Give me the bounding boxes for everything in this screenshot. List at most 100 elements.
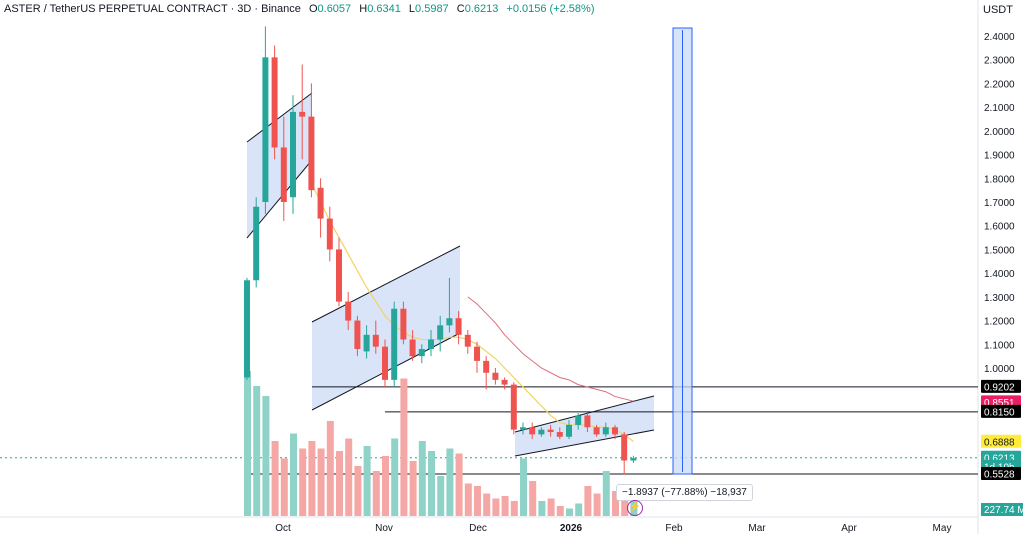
volume-bar	[483, 493, 491, 516]
volume-bar	[372, 471, 380, 516]
candle-body	[418, 349, 425, 357]
candle-body	[621, 434, 628, 461]
candle-body	[253, 206, 260, 281]
x-tick-label: Nov	[375, 523, 393, 534]
candle-body	[409, 339, 416, 357]
candle-body	[538, 429, 545, 435]
price-tag-bg	[981, 404, 1021, 418]
volume-bar	[492, 498, 500, 516]
price-tag: 0.9202	[981, 379, 1021, 393]
ma-fast-line	[310, 182, 634, 442]
candle-body	[630, 458, 637, 461]
price-tag: 0.8150	[981, 404, 1021, 418]
candle-body	[547, 429, 554, 433]
close-label: C	[456, 3, 465, 15]
y-tick-label: 1.7000	[984, 198, 1015, 209]
y-tick-label: 2.3000	[984, 56, 1015, 67]
volume-bar	[455, 453, 463, 516]
candle-body	[280, 147, 287, 203]
price-tag-text: 0.9202	[984, 382, 1015, 393]
candle-body	[474, 346, 480, 361]
y-tick-label: 1.6000	[984, 222, 1015, 233]
price-tag-bg	[981, 379, 1021, 393]
low-label: L	[408, 3, 416, 15]
candle-body	[492, 372, 499, 380]
close-value: 0.6213	[464, 3, 499, 15]
candle-body	[363, 334, 370, 352]
channel-upper-line	[311, 245, 461, 323]
price-unit-label[interactable]: USDT	[983, 4, 1013, 16]
high-value: 0.6341	[367, 3, 401, 15]
candle-body	[437, 325, 444, 340]
x-tick-label: May	[933, 523, 952, 534]
volume-bar	[464, 483, 472, 516]
x-tick-label: Mar	[748, 523, 766, 534]
measure-label: −1.8937 (−77.88%) −18,937	[616, 484, 753, 501]
candle-body	[566, 424, 572, 437]
candle-body	[336, 249, 342, 302]
volume-bar	[547, 498, 555, 516]
y-tick-label: 2.4000	[984, 32, 1015, 43]
y-tick-label: 1.1000	[984, 340, 1015, 351]
volume-bar	[621, 496, 629, 516]
candle-body	[326, 218, 333, 250]
y-tick-label: 1.9000	[984, 151, 1015, 162]
volume-bar	[602, 471, 610, 516]
volume-bar	[299, 448, 307, 516]
candle-body	[271, 57, 278, 148]
x-tick-label: Dec	[469, 523, 487, 534]
price-tag-text: 0.6213	[984, 453, 1015, 464]
volume-bar	[345, 438, 353, 516]
x-tick-label: Oct	[275, 523, 291, 534]
low-value: 0.5987	[415, 3, 449, 15]
y-tick-label: 2.1000	[984, 103, 1015, 114]
y-tick-label: 2.2000	[984, 79, 1015, 90]
volume-bar	[308, 441, 316, 516]
y-tick-label: 1.4000	[984, 269, 1015, 280]
volume-tag-bg	[981, 503, 1023, 516]
candle-body	[428, 339, 434, 350]
candle-body	[529, 427, 536, 435]
ma-slow-line	[467, 296, 634, 402]
volume-bar	[474, 486, 481, 516]
open-value: 0.6057	[317, 3, 352, 15]
volume-bar	[428, 451, 435, 516]
candle-body	[391, 308, 398, 380]
symbol-title: ASTER / TetherUS PERPETUAL CONTRACT · 3D…	[4, 3, 301, 15]
volume-bar	[280, 458, 288, 516]
volume-bar	[437, 476, 445, 516]
candle-body	[317, 187, 324, 219]
candle-body	[446, 318, 453, 326]
y-tick-label: 2.0000	[984, 127, 1015, 138]
y-tick-label: 1.3000	[984, 293, 1015, 304]
volume-bar	[317, 448, 325, 516]
candle-body	[455, 318, 462, 335]
volume-bar	[593, 493, 601, 516]
candle-body	[262, 57, 269, 203]
chart-header: ASTER / TetherUS PERPETUAL CONTRACT · 3D…	[4, 3, 595, 15]
volume-bar	[391, 438, 399, 516]
channel-lower-line	[514, 429, 655, 457]
volume-bar	[290, 433, 297, 516]
candle-body	[464, 334, 471, 347]
high-label: H	[359, 3, 368, 15]
x-tick-label: 2026	[560, 523, 583, 534]
candle-body	[575, 415, 582, 425]
volume-bar	[446, 448, 454, 516]
y-tick-label: 1.2000	[984, 317, 1015, 328]
candle-body	[372, 334, 379, 347]
volume-bar	[520, 458, 527, 516]
price-tag: 0.6888	[981, 434, 1021, 448]
channel-upper-line	[514, 395, 655, 433]
volume-bar	[244, 371, 251, 516]
volume-bar	[510, 501, 518, 516]
candle-body	[602, 427, 609, 435]
candle-body	[556, 432, 563, 437]
flash-icon[interactable]: ⚡	[627, 500, 643, 516]
change-value: +0.0156 (+2.58%)	[506, 3, 595, 15]
volume-bar	[501, 496, 509, 516]
volume-bar	[326, 421, 334, 516]
candle-body	[354, 320, 361, 350]
candle-body	[290, 111, 296, 198]
